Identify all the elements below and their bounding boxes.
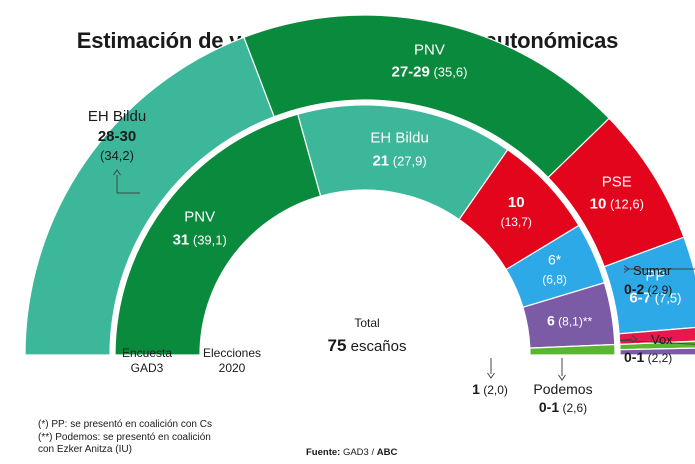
label-encuesta-vox-name: Vox — [651, 332, 673, 347]
footnotes: (*) PP: se presentó en coalición con Cs … — [38, 419, 212, 457]
label-encuesta-pse-name: PSE — [602, 174, 632, 191]
label-encuesta-eh-bildu-name: EH Bildu — [88, 108, 146, 125]
label-elecciones-pp-vote: (6,8) — [542, 273, 567, 287]
label-elecciones-pp-seats: 6* — [548, 252, 562, 268]
caption-elecciones-1: 2020 — [219, 361, 246, 375]
label-elecciones-pnv-value: 31 (39,1) — [173, 232, 227, 249]
footnote-podemos: (**) Podemos: se presentó en coalición — [38, 431, 211, 443]
label-elecciones-pnv-name: PNV — [184, 209, 215, 226]
label-elecciones-pse-vote: (13,7) — [501, 215, 532, 229]
label-elecciones-podemos-value: 6 (8,1)** — [547, 312, 592, 328]
source-line: Fuente: GAD3 / ABC — [306, 447, 397, 458]
arrow-encuesta-podemos — [558, 374, 566, 381]
footnote-podemos-cont: con Ezker Anitza (IU) — [38, 444, 132, 455]
label-encuesta-pp-name: PP — [645, 268, 665, 285]
arrow-encuesta-sumar — [623, 265, 630, 273]
label-encuesta-sumar-name: Sumar — [633, 263, 672, 278]
source-brand: ABC — [376, 447, 398, 458]
label-elecciones-pse-seats: 10 — [508, 194, 525, 211]
label-elecciones-vox-value: 1 (2,0) — [472, 381, 508, 397]
leader-encuesta-vox — [619, 338, 695, 345]
label-elecciones-eh-bildu-name: EH Bildu — [370, 129, 428, 146]
label-encuesta-vox-value: 0-1 (2,2) — [624, 349, 672, 365]
label-encuesta-pp-value: 6-7 (7,5) — [629, 290, 681, 307]
caption-encuesta-0: Encuesta — [122, 346, 172, 360]
slice-encuesta-podemos — [619, 347, 695, 356]
arrow-encuesta-vox — [631, 335, 638, 343]
total-value: 75 escaños — [328, 336, 407, 355]
footnote-pp: (*) PP: se presentó en coalición con Cs — [38, 419, 212, 430]
label-encuesta-pnv-value: 27-29 (35,6) — [391, 64, 467, 81]
label-encuesta-podemos-name: Podemos — [533, 381, 592, 397]
label-encuesta-eh-bildu-seats: 28-30 — [98, 128, 136, 145]
arrow-elecciones-vox — [487, 372, 495, 379]
total-label: Total — [354, 316, 379, 330]
leader-encuesta-sumar — [624, 268, 695, 270]
slice-elecciones-vox — [529, 343, 616, 356]
caption-encuesta-1: GAD3 — [131, 361, 164, 375]
source-prefix: Fuente: — [306, 447, 341, 458]
label-encuesta-eh-bildu-vote: (34,2) — [100, 148, 134, 163]
arrow-encuesta-eh-bildu — [113, 169, 121, 176]
label-encuesta-pnv-name: PNV — [414, 42, 445, 59]
source-text: GAD3 / — [342, 447, 377, 458]
label-encuesta-sumar-value: 0-2 (2,9) — [624, 281, 672, 297]
caption-elecciones-0: Elecciones — [203, 346, 261, 360]
label-elecciones-eh-bildu-value: 21 (27,9) — [372, 152, 426, 169]
label-encuesta-pse-value: 10 (12,6) — [590, 196, 644, 213]
label-encuesta-podemos-value: 0-1 (2,6) — [539, 399, 587, 415]
